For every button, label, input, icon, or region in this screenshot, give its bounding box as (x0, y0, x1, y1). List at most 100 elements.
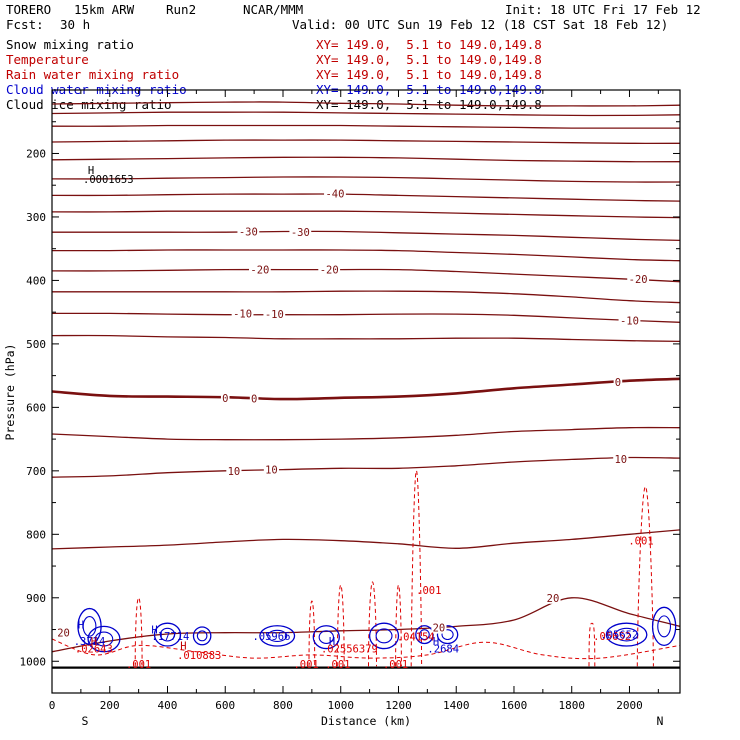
x-tick-label: 400 (158, 699, 178, 712)
rain-water-label: .001 (293, 659, 318, 671)
rain-water-label: .02556379 (321, 644, 378, 656)
rain-water-label: .001 (325, 659, 350, 671)
rain-water-label: .04154 (397, 632, 435, 644)
temperature-contour-label: 0 (615, 377, 621, 389)
temperature-label-bg (324, 187, 346, 200)
x-tick-label: 1800 (558, 699, 585, 712)
cloud-water-contour-inner (419, 629, 430, 641)
temperature-contour--15 (52, 290, 680, 304)
cloud-water-label: .05966 (252, 631, 290, 643)
temperature-contour-label: -20 (320, 265, 339, 277)
temperature-contour--10 (52, 312, 680, 323)
cloud-water-label: .17714 (151, 631, 189, 643)
y-tick-label: 700 (26, 465, 46, 478)
temperature-label-bg (237, 225, 260, 238)
rain-water-label: .001 (126, 659, 151, 671)
x-tick-label: 1200 (385, 699, 412, 712)
temperature-contour-label: 20 (433, 623, 446, 635)
x-tick-label: 200 (100, 699, 120, 712)
forecast-label: Fcst: (6, 17, 44, 32)
maximum-marker-label: H (329, 636, 335, 648)
temperature-contour-20 (52, 597, 680, 653)
temperature-contour--35 (52, 210, 680, 219)
cloud-water-contour (153, 622, 182, 647)
temperature-label-bg (263, 463, 280, 476)
maximum-marker-label: H (78, 619, 84, 631)
temperature-contour-label: 0 (251, 393, 257, 405)
temperature-label-bg (318, 263, 341, 276)
cloud-water-contour (259, 625, 296, 647)
rain-water-label: .010883 (177, 650, 221, 662)
rain-water-contour (588, 622, 596, 667)
y-tick-label: 900 (26, 592, 46, 605)
maximum-marker-label: .0001653 (83, 174, 134, 186)
temperature-label-bg (613, 452, 629, 465)
x-tick-label: 600 (215, 699, 235, 712)
legend-field-name: Temperature (6, 52, 89, 67)
temperature-contour--45 (52, 176, 680, 183)
y-tick-label: 200 (26, 147, 46, 160)
init-time: Init: 18 UTC Fri 17 Feb 12 (505, 2, 701, 17)
rain-water-contour (134, 597, 143, 667)
cloud-water-contour-inner (196, 630, 208, 642)
y-tick-label: 600 (26, 401, 46, 414)
cloud-water-label: .05652 (600, 630, 638, 642)
temperature-contour-label: 10 (228, 466, 241, 478)
cloud-water-contour-inner (82, 616, 97, 637)
x-tick-label: 0 (49, 699, 56, 712)
rain-water-contour (336, 584, 345, 667)
temperature-label-bg (431, 621, 447, 634)
rain-water-contour (410, 470, 423, 667)
cloud-water-contour (192, 626, 212, 646)
temperature-contour-5 (52, 426, 680, 441)
temperature-label-bg (55, 626, 72, 639)
cloud-water-contour (436, 625, 459, 645)
temperature-contour--25 (52, 249, 680, 262)
plot-frame (51, 89, 681, 694)
direction-label-north: N (657, 714, 664, 728)
temperature-contour-label: 20 (547, 593, 560, 605)
cloud-water-contour (312, 625, 340, 650)
temperature-contour-15 (52, 529, 680, 550)
x-tick-label: 1600 (501, 699, 528, 712)
temperature-contour-label: -30 (291, 227, 310, 239)
y-tick-label: 800 (26, 528, 46, 541)
cloud-water-contour-inner (614, 627, 639, 642)
forecast-hour: 30 h (60, 17, 91, 32)
cloud-water-contour-inner (267, 629, 288, 643)
cloud-water-contour-inner (318, 630, 334, 644)
temperature-label-bg (220, 391, 230, 404)
temperature-contour-label: -30 (239, 227, 258, 239)
x-tick-label: 800 (273, 699, 293, 712)
cloud-water-label: .2684 (427, 644, 459, 656)
rain-water-label: .001 (628, 536, 653, 548)
maximum-marker-label: H (91, 636, 97, 648)
temperature-contour--30 (52, 230, 680, 242)
temperature-contour-label: 10 (614, 454, 627, 466)
cloud-water-label: .3724 (74, 636, 106, 648)
temperature-contour-label: -40 (325, 188, 344, 200)
temperature-contour--65 (52, 111, 680, 117)
temperature-contour-label: 20 (57, 628, 70, 640)
center-name: NCAR/MMM (243, 2, 304, 17)
rain-water-label: .001 (383, 659, 408, 671)
cloud-water-contour-inner (441, 629, 454, 641)
rain-water-contour (395, 584, 402, 667)
model-resolution: 15km ARW (74, 2, 135, 17)
cloud-water-contour-inner (94, 631, 114, 647)
x-tick-label: 1000 (327, 699, 354, 712)
temperature-contour-label: 10 (265, 465, 278, 477)
direction-label-south: S (82, 714, 89, 728)
legend-cross-section-coords: XY= 149.0, 5.1 to 149.0,149.8 (316, 67, 542, 82)
cloud-water-contour (651, 606, 677, 647)
temperature-contour--70 (52, 101, 680, 107)
temperature-contour--5 (52, 334, 680, 343)
temperature-contour-0 (52, 377, 680, 401)
temperature-label-bg (289, 226, 312, 239)
cloud-water-contour (605, 622, 648, 647)
model-name: TORERO (6, 2, 52, 17)
maximum-marker-label: H (433, 636, 439, 648)
temperature-contour-10 (52, 456, 680, 478)
temperature-contour-label: -10 (620, 315, 639, 327)
